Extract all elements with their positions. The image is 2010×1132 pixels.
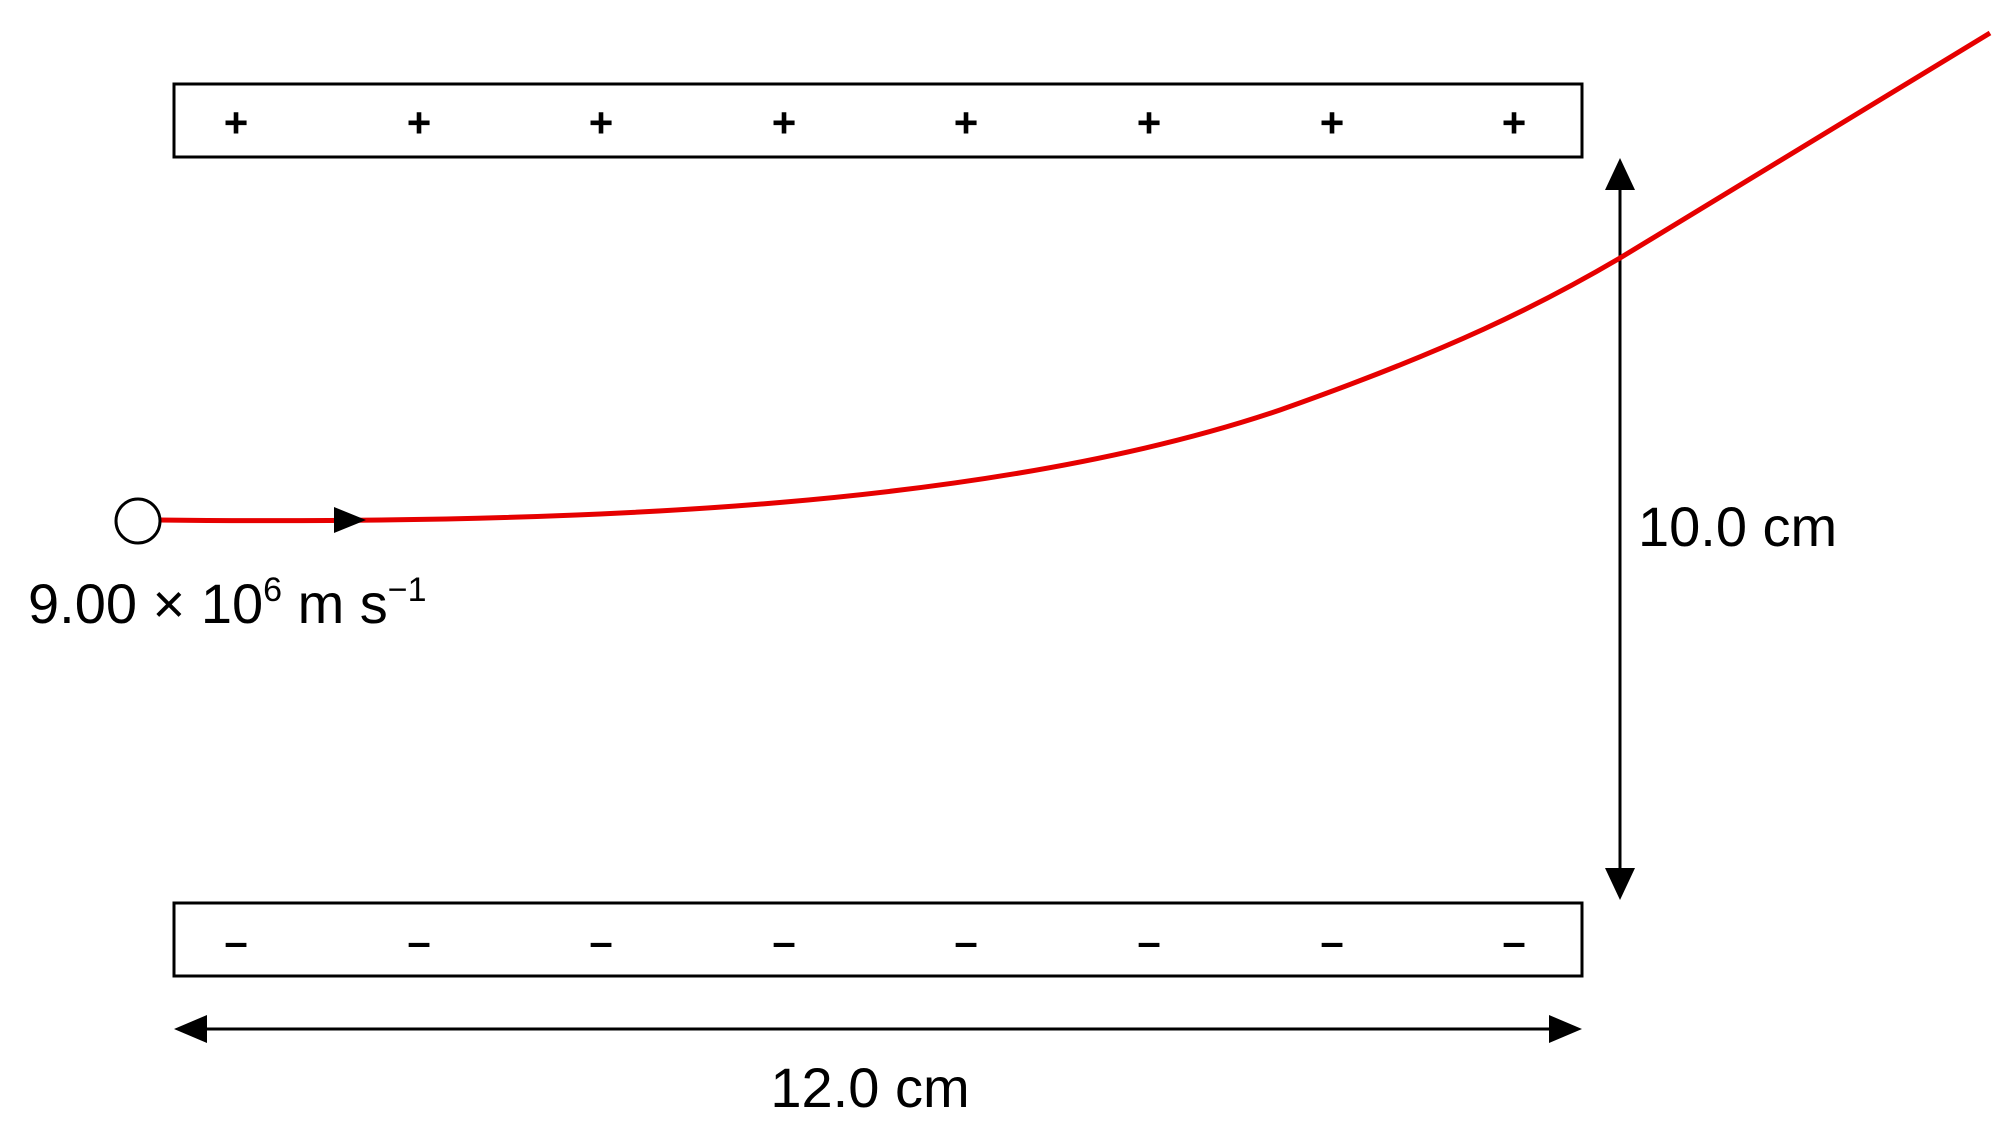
plate-length-label: 12.0 cm xyxy=(770,1056,969,1119)
minus-sign-1: – xyxy=(224,918,247,965)
plus-sign-7: + xyxy=(1320,99,1345,146)
plus-sign-4: + xyxy=(772,99,797,146)
minus-sign-5: – xyxy=(954,918,977,965)
negative-plate: – – – – – – – – xyxy=(172,901,1584,978)
velocity-value-exponent: 6 xyxy=(263,571,282,609)
minus-sign-3: – xyxy=(589,918,612,965)
plus-sign-6: + xyxy=(1137,99,1162,146)
particle xyxy=(114,497,162,545)
length-arrowhead-right xyxy=(1549,1015,1582,1043)
separation-arrowhead-bottom xyxy=(1605,868,1635,900)
plus-sign-3: + xyxy=(589,99,614,146)
minus-sign-7: – xyxy=(1320,918,1343,965)
velocity-direction-arrowhead xyxy=(334,507,366,533)
velocity-value-prefix: 9.00 × 10 xyxy=(28,572,263,635)
plus-sign-1: + xyxy=(224,99,249,146)
plate-length-arrow xyxy=(174,1015,1582,1043)
initial-velocity-label: 9.00 × 106 m s−1 xyxy=(28,571,427,635)
negative-plate-outline xyxy=(172,901,1584,978)
positive-charge-signs: + + + + + + + + xyxy=(224,99,1527,146)
positive-plate-outline xyxy=(172,82,1584,159)
plus-sign-5: + xyxy=(954,99,979,146)
plus-sign-8: + xyxy=(1502,99,1527,146)
plate-separation-label: 10.0 cm xyxy=(1638,495,1837,558)
positive-plate: + + + + + + + + xyxy=(172,82,1584,159)
separation-arrowhead-top xyxy=(1605,158,1635,190)
velocity-unit-exponent: −1 xyxy=(388,571,427,609)
negative-charge-signs: – – – – – – – – xyxy=(224,918,1525,965)
plate-separation-arrow xyxy=(1605,158,1635,900)
length-arrowhead-left xyxy=(174,1015,207,1043)
minus-sign-6: – xyxy=(1137,918,1160,965)
plus-sign-2: + xyxy=(407,99,432,146)
minus-sign-8: – xyxy=(1502,918,1525,965)
minus-sign-4: – xyxy=(772,918,795,965)
electron-trajectory xyxy=(157,30,1992,524)
velocity-unit: m s xyxy=(282,572,388,635)
minus-sign-2: – xyxy=(407,918,430,965)
